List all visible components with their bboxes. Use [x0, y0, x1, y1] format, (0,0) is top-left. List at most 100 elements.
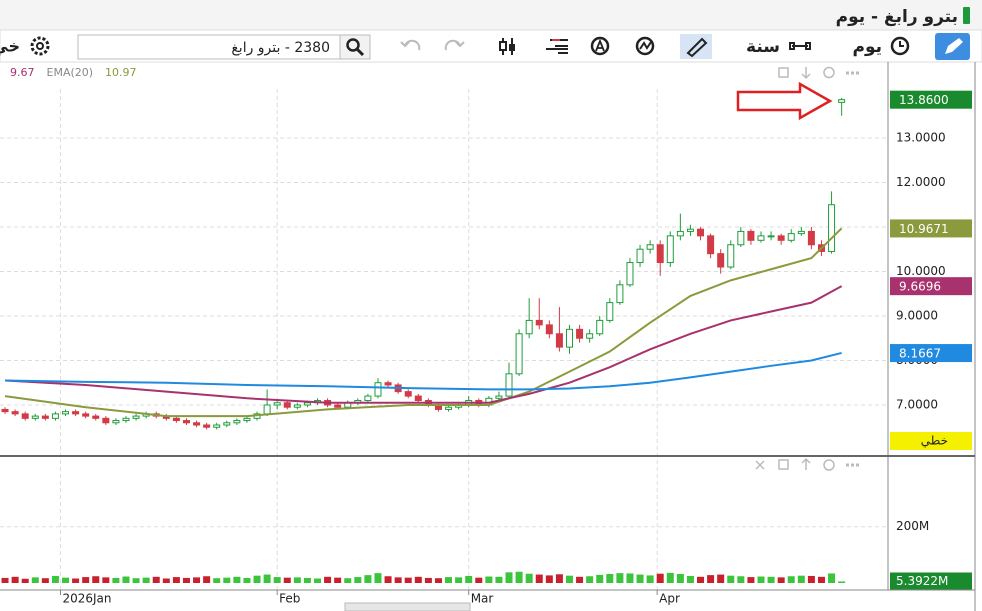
maximize-icon[interactable]	[778, 67, 789, 78]
x-tick-label: Apr	[659, 592, 680, 606]
candle-body	[777, 235, 785, 241]
volume-bar	[21, 578, 29, 583]
options-button[interactable]: خي	[0, 37, 20, 57]
annotation-arrow	[736, 81, 833, 121]
volume-bar	[31, 577, 39, 583]
close-icon[interactable]	[755, 460, 765, 470]
indicator-icon[interactable]	[635, 36, 655, 56]
scale-mode-button[interactable]	[890, 432, 972, 450]
volume-last-label: 5.3922M	[896, 574, 948, 588]
volume-bar	[465, 575, 473, 583]
price-label-box	[890, 277, 972, 296]
volume-bar	[364, 575, 372, 583]
legend-entry: EMA(20)	[47, 66, 94, 79]
redo-icon[interactable]	[444, 39, 465, 51]
search-icon-handle	[355, 47, 365, 57]
candle-body	[374, 382, 382, 397]
x-tick-label: Mar	[471, 592, 494, 606]
candle-body	[364, 395, 372, 402]
candle-body	[243, 417, 251, 422]
volume-bar	[475, 577, 483, 583]
candle-body	[182, 420, 190, 424]
y-tick-label: 12.0000	[896, 175, 946, 189]
candle-body	[273, 402, 281, 406]
status-marker	[963, 7, 970, 24]
last-price-box	[890, 90, 972, 109]
search-box[interactable]	[77, 34, 371, 60]
volume-bar	[72, 578, 80, 583]
candle-body	[1, 408, 9, 413]
volume-bar	[82, 577, 90, 583]
volume-bar	[727, 575, 735, 583]
volume-bar	[545, 575, 553, 583]
volume-bar	[11, 576, 19, 583]
scale-mode-label: خطي	[921, 434, 948, 448]
maximize-icon[interactable]	[778, 459, 789, 470]
candle-body	[102, 417, 110, 424]
search-icon	[346, 38, 360, 52]
range-button[interactable]: سنة	[746, 37, 780, 57]
candle-body	[707, 235, 715, 255]
volume-bar	[757, 576, 765, 583]
candle-body	[697, 228, 705, 237]
candle-body	[586, 333, 594, 339]
candle-body	[223, 422, 231, 426]
candle-body	[193, 422, 201, 426]
candle-body	[293, 404, 301, 408]
compare-icon[interactable]	[789, 42, 811, 50]
undo-icon[interactable]	[400, 39, 421, 51]
volume-bar	[404, 577, 412, 583]
clock-icon[interactable]	[890, 36, 910, 56]
settings-icon[interactable]	[823, 459, 835, 471]
indicator-line	[4, 227, 843, 418]
candle-body	[767, 235, 775, 238]
settings-icon-core	[36, 42, 44, 50]
header-bar	[0, 0, 982, 30]
volume-bar	[807, 575, 815, 583]
volume-bar	[334, 577, 342, 583]
volume-bar	[576, 576, 584, 583]
candle-body	[505, 373, 513, 397]
candle-body	[132, 415, 140, 419]
scroll-thumb[interactable]	[344, 602, 471, 611]
window-title: بترو رابغ - يوم	[836, 7, 958, 27]
candle-body	[334, 404, 342, 408]
move-down-icon[interactable]	[801, 67, 811, 80]
candle-icon-body	[509, 44, 515, 51]
candle-body	[646, 244, 654, 250]
volume-bar	[203, 576, 211, 583]
move-up-icon[interactable]	[801, 457, 811, 470]
y-tick-label: 13.0000	[896, 130, 946, 144]
volume-bar	[445, 577, 453, 583]
candle-body	[384, 382, 392, 386]
candle-body	[172, 417, 180, 422]
candle-body	[717, 253, 725, 268]
volume-bar	[414, 576, 422, 583]
candle-body	[747, 230, 755, 241]
volume-bar	[737, 576, 745, 583]
volume-bar	[525, 573, 533, 583]
alert-icon[interactable]	[590, 36, 610, 56]
volume-bar	[374, 573, 382, 583]
candle-body	[787, 233, 795, 241]
volume-bar	[253, 575, 261, 583]
active-tool[interactable]	[680, 34, 712, 59]
candle-body	[727, 244, 735, 268]
settings-icon[interactable]	[30, 36, 50, 56]
last-price-label: 13.8600	[899, 93, 949, 107]
volume-bar	[102, 577, 110, 583]
volume-bar	[535, 574, 543, 583]
volume-bar	[283, 577, 291, 583]
candle-body	[41, 415, 49, 419]
x-tick-label: 2026Jan	[62, 592, 111, 606]
candle-body	[616, 284, 624, 304]
price-label: 9.6696	[899, 280, 941, 294]
volume-bar	[666, 572, 674, 583]
volume-bar	[565, 575, 573, 583]
period-button[interactable]: يوم	[852, 37, 882, 57]
y-tick-label: 200M	[896, 519, 929, 533]
volume-bar	[394, 577, 402, 583]
settings-icon[interactable]	[823, 66, 835, 79]
